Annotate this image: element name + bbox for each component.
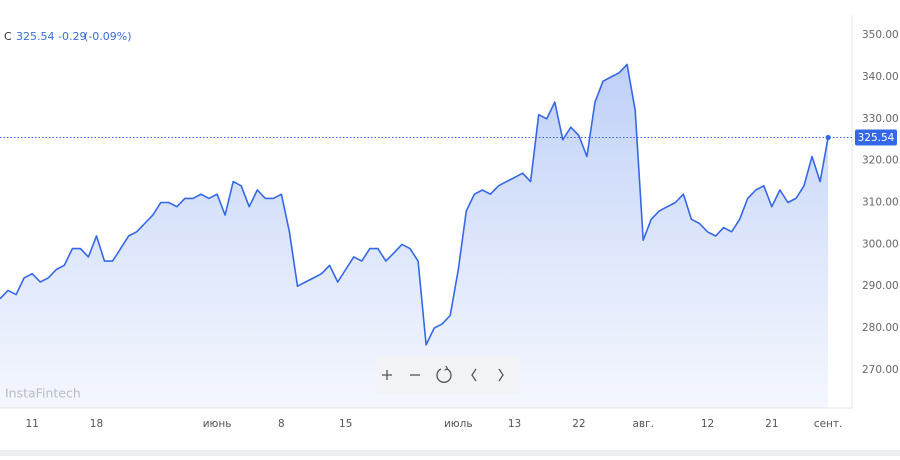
y-tick-label: 290.00: [862, 280, 899, 292]
toolbar-bg: [376, 356, 520, 394]
x-tick-label: 18: [90, 418, 103, 430]
x-tick-label: июнь: [203, 418, 232, 430]
x-tick-label: 21: [765, 418, 778, 430]
x-tick-label: 13: [508, 418, 521, 430]
price-tag: [855, 129, 897, 146]
x-tick-label: сент.: [814, 418, 843, 430]
y-tick-label: 320.00: [862, 155, 899, 167]
y-tick-label: 350.00: [862, 29, 899, 41]
x-tick-label: 22: [572, 418, 585, 430]
y-tick-label: 340.00: [862, 71, 899, 83]
reset-button[interactable]: [432, 358, 458, 392]
zoom-out-button[interactable]: [404, 358, 428, 392]
scroll-right-button[interactable]: [490, 358, 514, 392]
x-tick-label: июль: [444, 418, 473, 430]
x-tick-label: 8: [278, 418, 285, 430]
last-point: [825, 134, 831, 141]
price-line: [0, 63, 829, 346]
price: 325.54: [16, 30, 55, 43]
bottom-bar: [0, 450, 900, 456]
y-tick-label: 330.00: [862, 113, 899, 125]
scroll-left-button[interactable]: [462, 358, 486, 392]
change-percent: (-0.09%): [84, 30, 132, 43]
x-tick-label: 15: [339, 418, 352, 430]
y-tick-label: 310.00: [862, 197, 899, 209]
price-tag-label: 325.54: [858, 132, 895, 144]
plot-area: [0, 63, 829, 409]
symbol: C: [4, 30, 12, 43]
watermark: InstaFintech: [5, 386, 81, 401]
x-tick-label: 11: [25, 418, 38, 430]
change: -0.29: [58, 30, 86, 43]
toolbar: [376, 356, 520, 394]
x-tick-label: 12: [701, 418, 714, 430]
zoom-in-button[interactable]: [376, 358, 400, 392]
area-fill: [0, 64, 829, 409]
y-tick-label: 280.00: [862, 322, 899, 334]
y-tick-label: 270.00: [862, 364, 899, 376]
y-tick-label: 300.00: [862, 238, 899, 250]
x-tick-label: авг.: [632, 418, 653, 430]
